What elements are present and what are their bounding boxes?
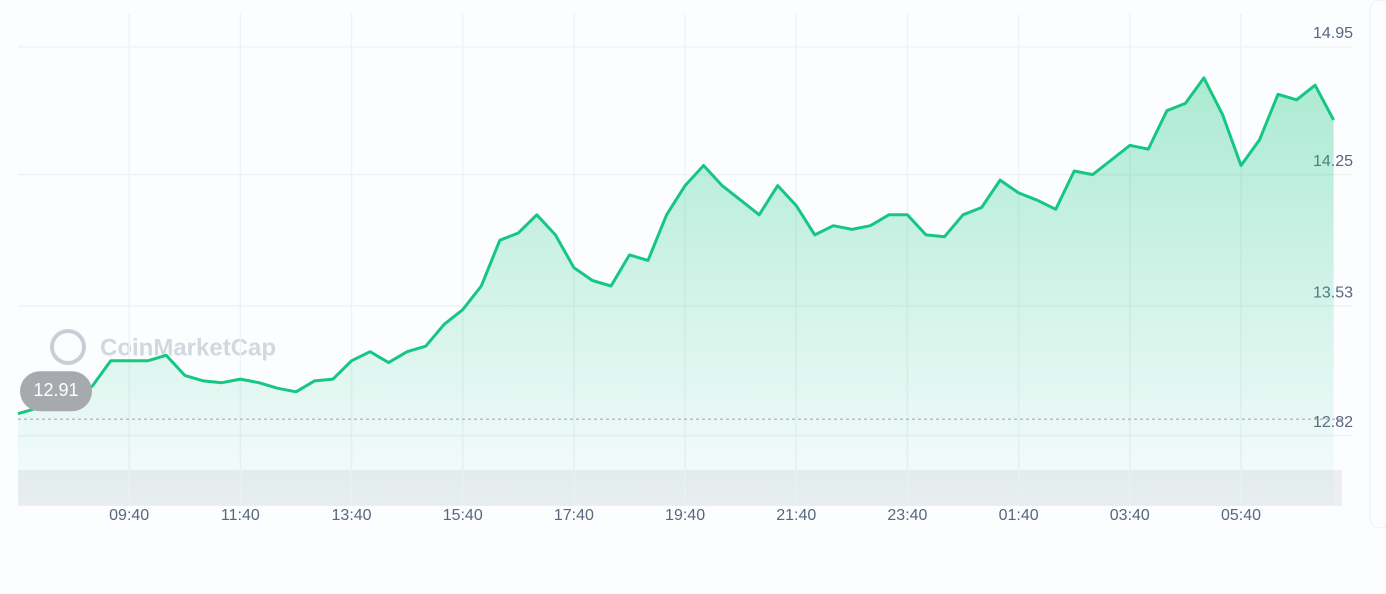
x-tick-label: 03:40 <box>1110 507 1150 524</box>
watermark-logo <box>50 329 86 365</box>
watermark: CoinMarketCap <box>100 334 276 361</box>
reference-label: 12.91 <box>33 380 78 400</box>
x-tick-label: 21:40 <box>776 507 816 524</box>
x-tick-label: 11:40 <box>221 507 260 524</box>
price-line <box>17 76 1335 416</box>
x-tick-label: 19:40 <box>665 507 705 524</box>
card-edge <box>1369 0 1386 529</box>
x-tick-label: 23:40 <box>887 507 927 524</box>
x-tick-label: 13:40 <box>332 507 372 524</box>
x-tick-label: 05:40 <box>1221 507 1261 524</box>
x-tick-label: 17:40 <box>554 507 594 524</box>
y-tick-label: 14.95 <box>1313 25 1353 42</box>
reference-badge <box>20 371 92 412</box>
x-tick-label: 01:40 <box>999 507 1039 524</box>
x-tick-label: 09:40 <box>109 507 149 524</box>
x-tick-label: 15:40 <box>443 507 483 524</box>
